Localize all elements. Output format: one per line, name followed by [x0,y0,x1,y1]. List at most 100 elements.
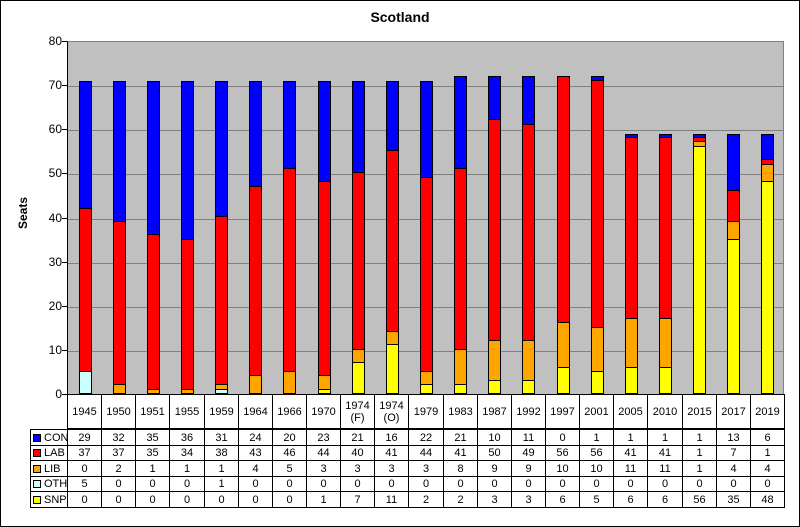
year-cell: 1979 [408,394,444,429]
value-cell: 4 [716,460,751,477]
bar-segment [147,235,160,390]
value-cell: 0 [67,491,102,508]
legend-cell-lib: LIB [30,460,68,477]
year-cell: 2001 [579,394,614,429]
value-cell: 46 [272,445,307,461]
bar-outline [727,134,740,394]
value-cell: 1 [682,445,717,461]
legend-label: CON [44,431,69,444]
bar-segment [557,323,570,368]
legend-label: LAB [44,447,65,459]
legend-swatch-con [33,433,41,442]
bar-segment [215,390,228,394]
year-cell: 2005 [613,394,648,429]
bar-segment [761,165,774,182]
bar-segment [249,81,262,187]
bar-segment [727,191,740,222]
year-cell: 1997 [545,394,580,429]
y-tick-mark [62,85,67,87]
year-cell: 1966 [272,394,307,429]
value-cell: 0 [169,476,205,492]
bar-outline [488,76,501,394]
bar-segment [79,209,92,372]
value-cell: 0 [169,491,205,508]
value-cell: 0 [101,476,136,492]
value-cell: 0 [716,476,751,492]
bar-outline [522,76,535,394]
year-cell: 1992 [511,394,546,429]
value-cell: 41 [374,445,409,461]
year-cell: 1970 [306,394,341,429]
y-tick-label: 10 [48,342,62,357]
value-cell: 0 [238,476,273,492]
bar-segment [318,182,331,376]
value-cell: 3 [408,460,444,477]
legend-label: SNP [44,493,67,506]
value-cell: 1 [204,476,239,492]
bar-segment [488,381,501,394]
y-tick-mark [62,41,67,42]
bar-segment [386,345,399,394]
bar-outline [557,76,570,394]
bar-outline [181,81,194,394]
bar-segment [727,222,740,240]
value-cell: 6 [545,491,580,508]
bar-outline [625,134,638,394]
year-cell: 1959 [204,394,239,429]
legend-cell-con: CON [30,429,68,446]
bar-outline [420,81,433,394]
value-cell: 56 [579,445,614,461]
value-cell: 29 [67,429,102,446]
value-cell: 35 [716,491,751,508]
bar-segment [420,178,433,372]
value-cell: 0 [135,491,170,508]
year-cell: 1987 [477,394,512,429]
value-cell: 3 [511,491,546,508]
value-cell: 0 [408,476,444,492]
value-cell: 16 [374,429,409,446]
bar-segment [181,81,194,240]
legend-swatch-lab [33,449,41,457]
bar-segment [79,81,92,209]
value-cell: 21 [340,429,375,446]
value-cell: 0 [477,476,512,492]
year-cell: 2010 [647,394,683,429]
value-cell: 0 [101,491,136,508]
value-cell: 1 [613,429,648,446]
y-tick-mark [62,305,67,307]
value-cell: 3 [340,460,375,477]
y-tick-label: 0 [55,387,62,401]
value-cell: 5 [272,460,307,477]
value-cell: 8 [443,460,478,477]
value-cell: 0 [545,429,580,446]
bar-segment [557,368,570,394]
value-cell: 6 [750,429,785,446]
value-cell: 2 [408,491,444,508]
y-tick-label: 40 [48,210,62,225]
value-cell: 4 [238,460,273,477]
value-cell: 11 [374,491,409,508]
value-cell: 50 [477,445,512,461]
bar-segment [591,81,604,328]
bar-segment [249,376,262,394]
bar-segment [522,76,535,125]
value-cell: 0 [340,476,375,492]
value-cell: 37 [101,445,136,461]
bar-outline [386,81,399,394]
y-tick-label: 60 [48,122,62,137]
value-cell: 0 [272,491,307,508]
bar-segment [625,138,638,319]
value-cell: 36 [169,429,205,446]
legend-cell-oth: OTH [30,476,68,492]
year-cell: 1955 [169,394,205,429]
value-cell: 11 [511,429,546,446]
bar-segment [591,76,604,81]
year-cell: 1950 [101,394,136,429]
bar-segment [386,151,399,332]
bar-outline [352,81,365,394]
bar-outline [113,81,126,394]
bar-segment [352,173,365,350]
value-cell: 24 [238,429,273,446]
plot-area [67,41,784,394]
